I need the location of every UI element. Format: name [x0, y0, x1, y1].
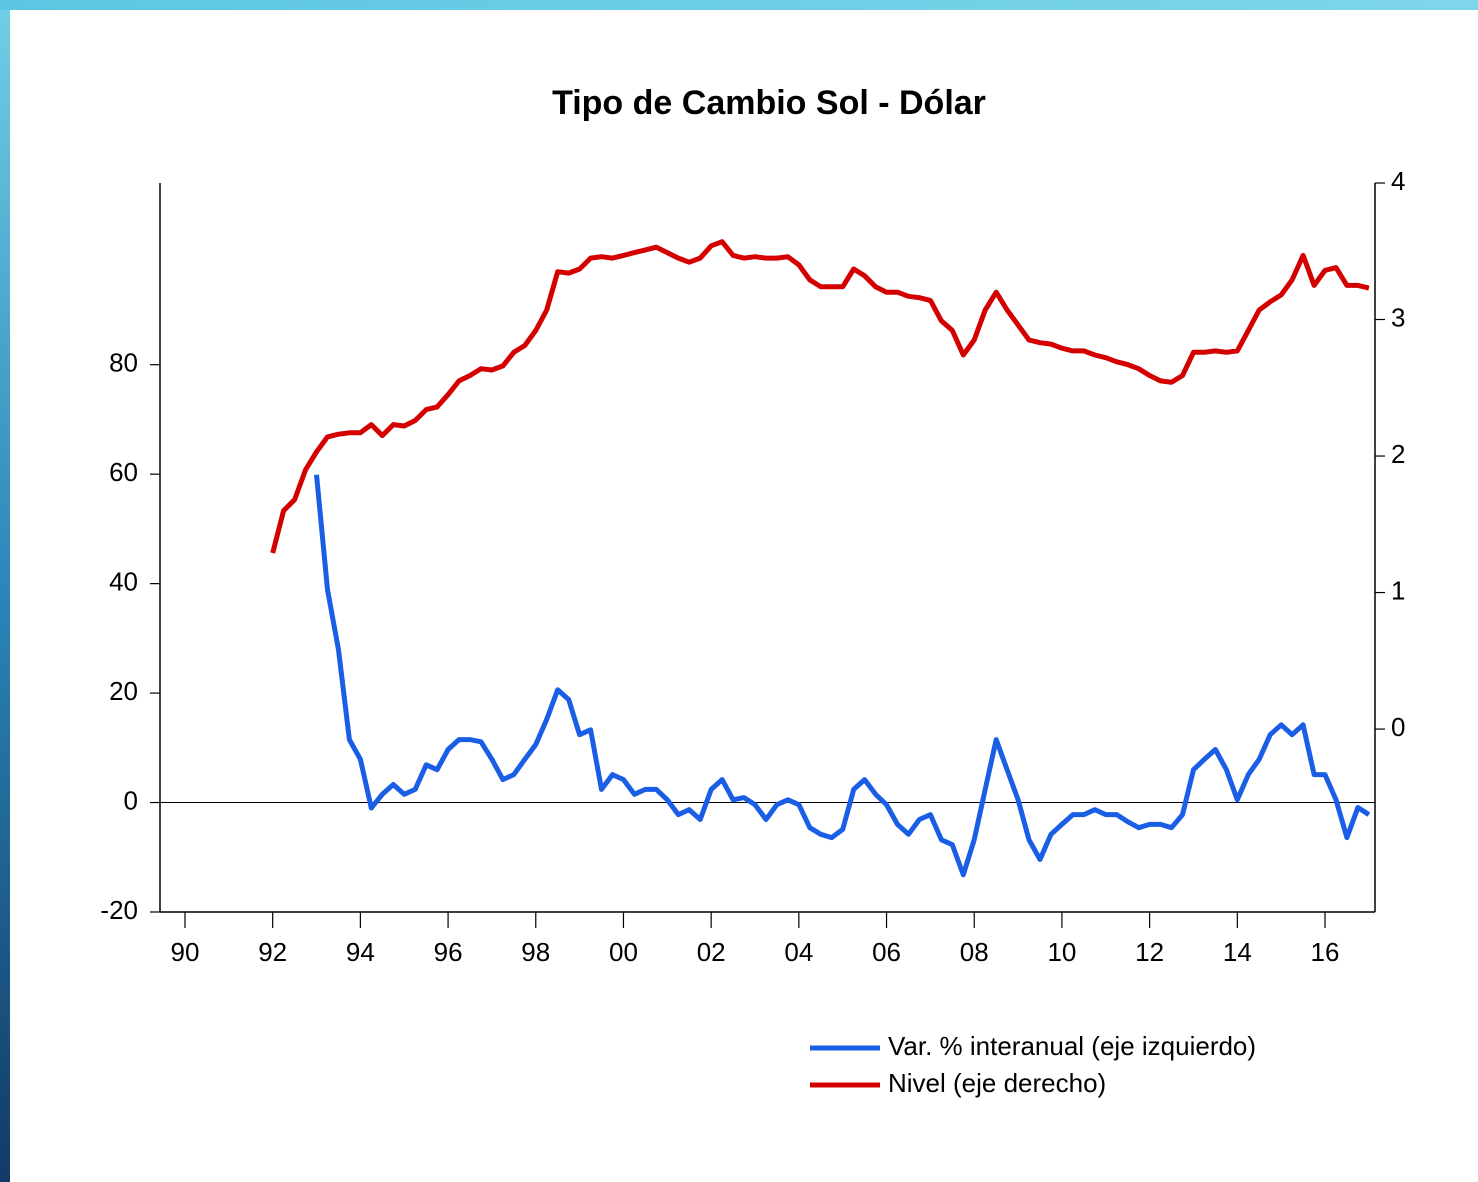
frame-top: [0, 0, 1478, 10]
y2-tick-label: 2: [1391, 439, 1405, 469]
x-tick-label: 06: [872, 937, 901, 967]
x-tick-label: 94: [346, 937, 375, 967]
y2-tick-label: 0: [1391, 712, 1405, 742]
x-tick-label: 96: [434, 937, 463, 967]
y-tick-label: -20: [100, 895, 138, 925]
frame-left: [0, 0, 10, 1182]
x-tick-label: 16: [1311, 937, 1340, 967]
legend-label: Nivel (eje derecho): [888, 1068, 1106, 1098]
x-tick-label: 14: [1223, 937, 1252, 967]
y-tick-label: 60: [109, 457, 138, 487]
y-tick-label: 0: [124, 785, 138, 815]
y-tick-label: 20: [109, 676, 138, 706]
series-line: [314, 474, 1371, 878]
series-line: [270, 239, 1370, 554]
y2-tick-label: 3: [1391, 302, 1405, 332]
x-tick-label: 90: [171, 937, 200, 967]
x-tick-label: 98: [521, 937, 550, 967]
x-tick-label: 92: [258, 937, 287, 967]
y2-tick-label: 4: [1391, 166, 1405, 196]
y-tick-label: 80: [109, 348, 138, 378]
x-tick-label: 00: [609, 937, 638, 967]
x-tick-label: 04: [784, 937, 813, 967]
y-tick-label: 40: [109, 566, 138, 596]
x-tick-label: 10: [1047, 937, 1076, 967]
legend-label: Var. % interanual (eje izquierdo): [888, 1031, 1256, 1061]
x-tick-label: 08: [960, 937, 989, 967]
x-tick-label: 12: [1135, 937, 1164, 967]
x-tick-label: 02: [697, 937, 726, 967]
chart-title: Tipo de Cambio Sol - Dólar: [552, 84, 986, 122]
y2-tick-label: 1: [1391, 575, 1405, 605]
